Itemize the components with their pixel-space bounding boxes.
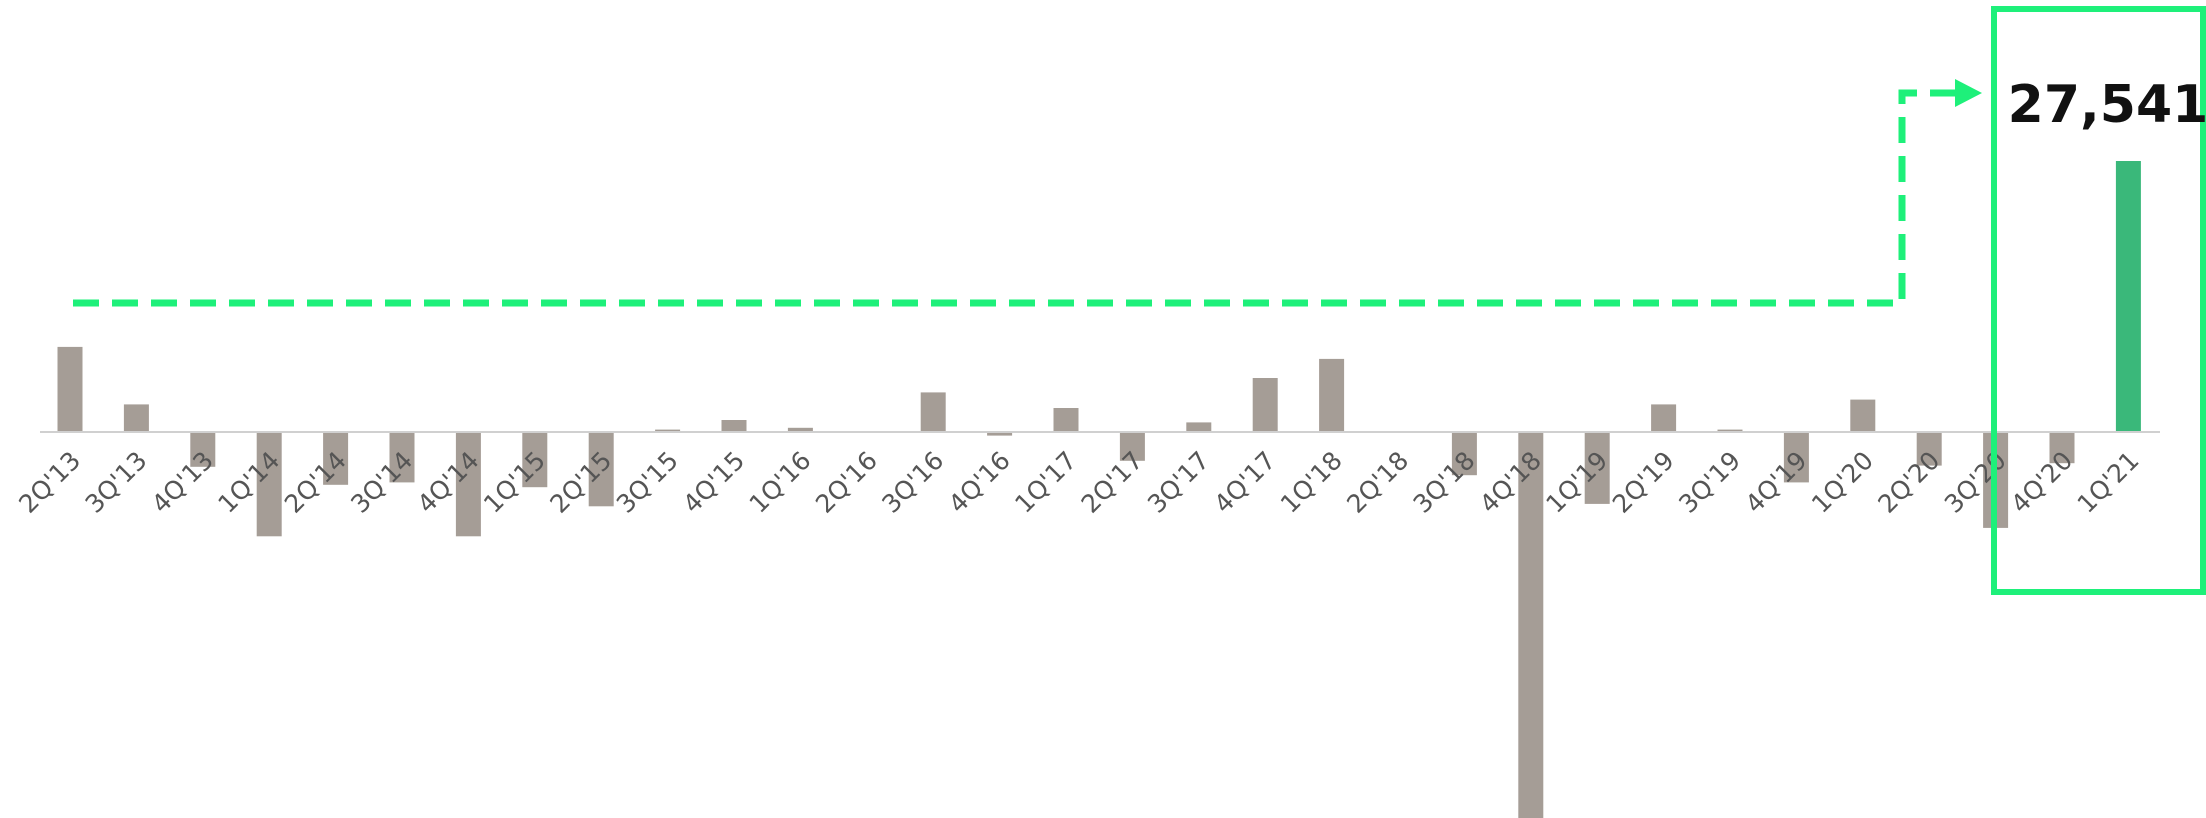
tick-label: 2Q'17 [1076, 446, 1149, 519]
bar-2Q'17 [1119, 432, 1145, 461]
tick-label: 3Q'19 [1673, 446, 1746, 519]
tick-label: 4Q'16 [943, 446, 1016, 519]
bars-group [57, 161, 2141, 818]
bar-1Q'16 [787, 427, 813, 432]
bar-2Q'20 [1916, 432, 1942, 466]
bar-4Q'16 [987, 432, 1013, 436]
tick-labels-group: 2Q'133Q'134Q'131Q'142Q'143Q'144Q'141Q'15… [13, 446, 2144, 519]
tick-label: 2Q'20 [1872, 446, 1945, 519]
bar-2Q'13 [57, 346, 83, 432]
bar-3Q'16 [920, 392, 946, 432]
tick-label: 3Q'15 [611, 446, 684, 519]
bar-3Q'19 [1717, 429, 1743, 432]
bar-2Q'14 [323, 432, 349, 485]
bar-1Q'17 [1053, 408, 1079, 432]
bar-4Q'19 [1783, 432, 1809, 483]
highlight-value-label: 27,541 [2008, 75, 2206, 135]
trend-dashed-arrow [73, 89, 1955, 307]
tick-label: 3Q'18 [1408, 446, 1481, 519]
bar-1Q'21 [2115, 161, 2141, 432]
bar-1Q'18 [1319, 358, 1345, 432]
arrowhead-icon [1955, 79, 1982, 107]
tick-label: 3Q'17 [1142, 446, 1215, 519]
bar-3Q'17 [1186, 422, 1212, 432]
bar-3Q'15 [655, 429, 681, 432]
tick-label: 1Q'17 [1009, 446, 1082, 519]
bar-3Q'13 [123, 404, 149, 432]
tick-label: 4Q'20 [2005, 446, 2078, 519]
bar-3Q'14 [389, 432, 415, 483]
tick-label: 2Q'13 [13, 446, 86, 519]
tick-label: 1Q'20 [1806, 446, 1879, 519]
bar-4Q'15 [721, 420, 747, 432]
bar-2Q'15 [588, 432, 614, 507]
bar-3Q'18 [1451, 432, 1477, 476]
tick-label: 4Q'15 [677, 446, 750, 519]
bar-1Q'15 [522, 432, 548, 488]
bar-1Q'14 [256, 432, 282, 537]
highlight-box [1991, 6, 2206, 595]
bar-1Q'20 [1850, 399, 1876, 432]
tick-label: 3Q'16 [876, 446, 949, 519]
tick-label: 3Q'13 [80, 446, 153, 519]
bar-1Q'19 [1584, 432, 1610, 504]
tick-label: 2Q'16 [810, 446, 883, 519]
tick-label: 4Q'13 [146, 446, 219, 519]
bar-4Q'18 [1518, 432, 1544, 818]
tick-label: 4Q'17 [1208, 446, 1281, 519]
bar-4Q'17 [1252, 378, 1278, 432]
bar-2Q'19 [1651, 404, 1677, 432]
bar-4Q'13 [190, 432, 216, 467]
bar-4Q'20 [2049, 432, 2075, 464]
bar-4Q'14 [455, 432, 481, 537]
tick-label: 2Q'19 [1607, 446, 1680, 519]
tick-label: 1Q'16 [744, 446, 817, 519]
tick-label: 1Q'18 [1275, 446, 1348, 519]
tick-label: 1Q'21 [2072, 446, 2145, 519]
tick-label: 2Q'18 [1341, 446, 1414, 519]
